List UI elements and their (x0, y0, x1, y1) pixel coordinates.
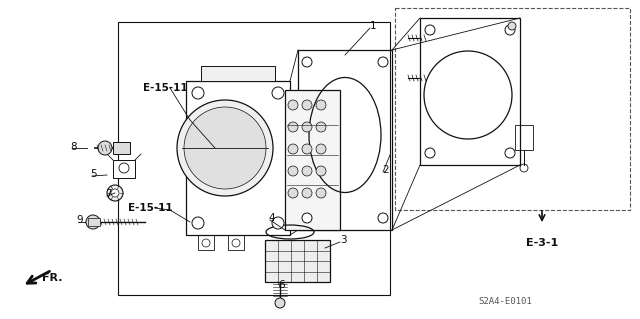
Circle shape (425, 148, 435, 158)
Circle shape (302, 213, 312, 223)
Text: E-3-1: E-3-1 (526, 238, 558, 248)
Circle shape (378, 213, 388, 223)
Circle shape (302, 122, 312, 132)
Text: 8: 8 (70, 142, 77, 152)
Circle shape (508, 22, 516, 30)
Circle shape (378, 57, 388, 67)
Text: 5: 5 (90, 169, 97, 179)
Circle shape (98, 141, 112, 155)
Circle shape (316, 100, 326, 110)
Text: 9: 9 (76, 215, 83, 225)
Text: 6: 6 (278, 280, 285, 290)
Circle shape (272, 217, 284, 229)
Circle shape (111, 189, 119, 197)
Circle shape (192, 87, 204, 99)
Circle shape (232, 239, 240, 247)
Circle shape (505, 25, 515, 35)
Text: S2A4-E0101: S2A4-E0101 (478, 298, 532, 307)
Bar (265, 240, 330, 282)
Circle shape (275, 298, 285, 308)
Bar (88, 218, 100, 226)
Bar (118, 22, 390, 295)
Text: FR.: FR. (42, 273, 63, 283)
Circle shape (425, 25, 435, 35)
Bar (395, 8, 630, 210)
Circle shape (288, 188, 298, 198)
Text: 2: 2 (382, 165, 388, 175)
Circle shape (288, 100, 298, 110)
Text: 7: 7 (105, 189, 111, 199)
Circle shape (192, 217, 204, 229)
Bar (201, 66, 275, 81)
Circle shape (316, 122, 326, 132)
Circle shape (184, 107, 266, 189)
Text: E-15-11: E-15-11 (143, 83, 188, 93)
Circle shape (302, 188, 312, 198)
Circle shape (302, 100, 312, 110)
Circle shape (288, 166, 298, 176)
Bar (515, 125, 533, 150)
Circle shape (316, 188, 326, 198)
Bar (420, 18, 520, 165)
Circle shape (288, 144, 298, 154)
Circle shape (316, 166, 326, 176)
Circle shape (86, 215, 100, 229)
Text: 3: 3 (340, 235, 347, 245)
Circle shape (505, 148, 515, 158)
Circle shape (302, 57, 312, 67)
Bar (113, 142, 130, 154)
Circle shape (288, 122, 298, 132)
Circle shape (177, 100, 273, 196)
Text: 1: 1 (370, 21, 376, 31)
Circle shape (202, 239, 210, 247)
Circle shape (302, 166, 312, 176)
Bar (228, 235, 244, 250)
Circle shape (272, 87, 284, 99)
Circle shape (302, 144, 312, 154)
Text: 4: 4 (268, 213, 275, 223)
Bar (198, 235, 214, 250)
Circle shape (107, 185, 123, 201)
Bar (285, 90, 340, 230)
Bar (186, 81, 290, 235)
Bar (113, 160, 135, 178)
Circle shape (316, 144, 326, 154)
Bar (298, 50, 392, 230)
Text: E-15-11: E-15-11 (128, 203, 173, 213)
